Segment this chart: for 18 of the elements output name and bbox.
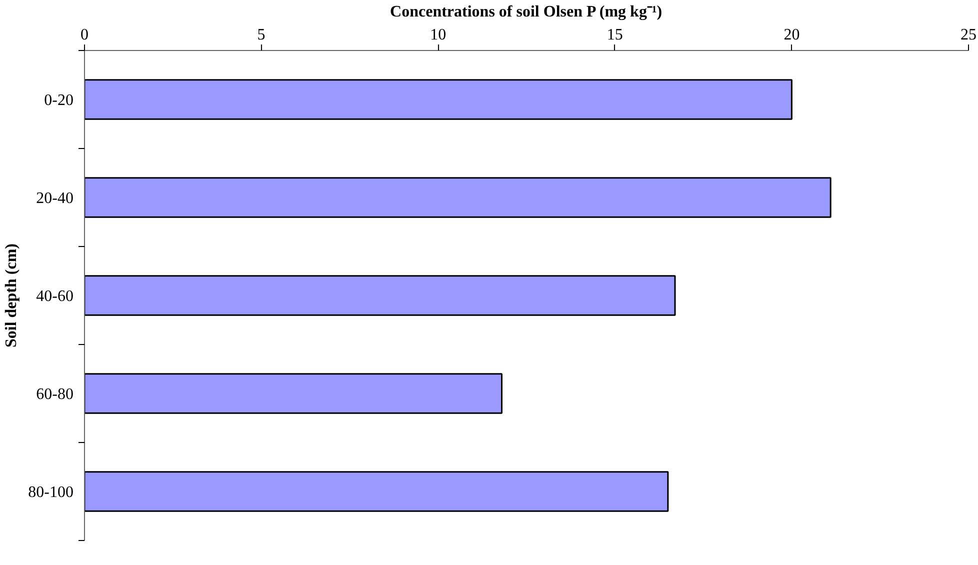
y-tick-label: 20-40 <box>36 190 74 207</box>
y-tick-label: 60-80 <box>36 386 74 403</box>
y-tick-label: 0-20 <box>44 92 74 109</box>
bar <box>84 275 676 316</box>
y-tick-label: 80-100 <box>28 484 74 501</box>
x-axis-title: Concentrations of soil Olsen P (mg kg⁻¹) <box>390 4 662 20</box>
bar <box>84 79 792 120</box>
x-tick-label: 15 <box>606 26 623 44</box>
x-tick-label: 20 <box>784 26 800 44</box>
x-tick-label: 0 <box>80 26 88 44</box>
x-tick-label: 5 <box>257 26 266 44</box>
bar <box>84 373 502 414</box>
bar <box>84 471 669 512</box>
bar <box>84 177 832 218</box>
x-tick-label: 25 <box>960 26 976 44</box>
y-axis-title: Soil depth (cm) <box>3 244 20 348</box>
x-tick-label: 10 <box>430 26 446 44</box>
y-tick-label: 40-60 <box>36 288 74 305</box>
